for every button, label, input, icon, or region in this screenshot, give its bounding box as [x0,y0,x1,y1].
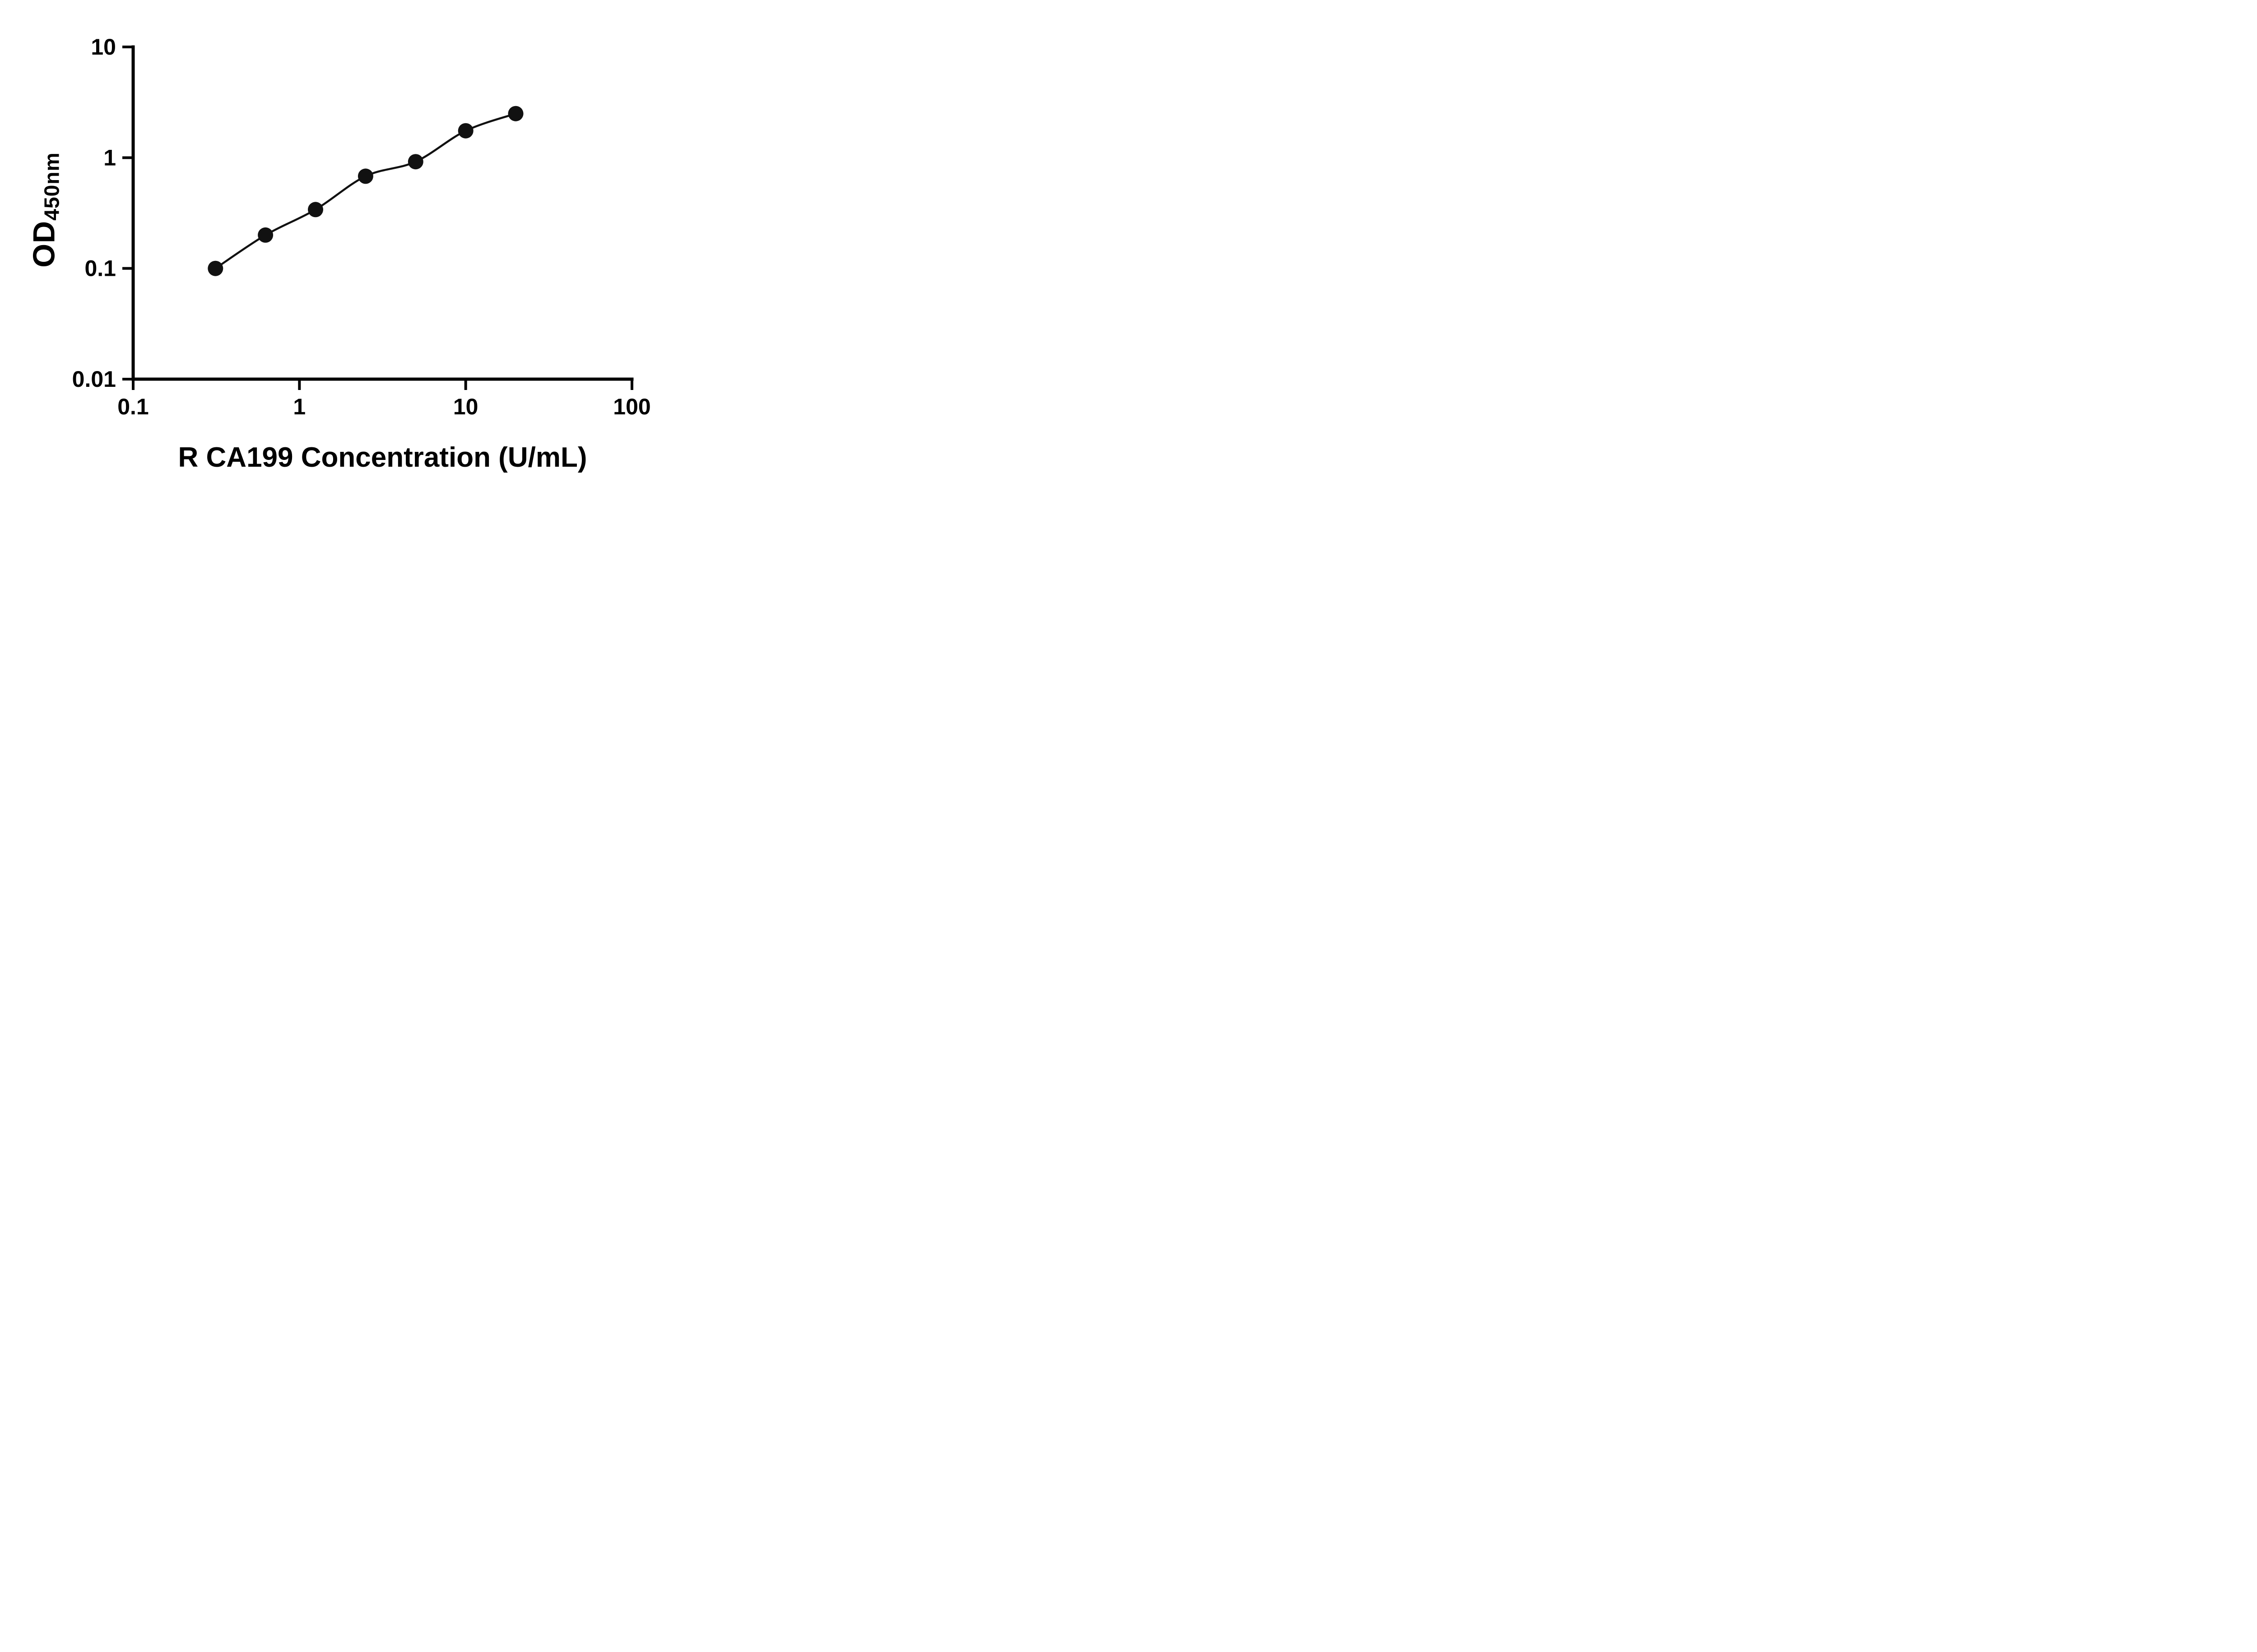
figure: 0.1 1 10 100 0.01 0.1 1 10 OD450nm R CA199 Conc… [0,0,695,496]
y-axis-label-main: OD [27,220,61,268]
data-point-marker [308,202,323,218]
y-tick-label: 10 [91,34,116,60]
data-point-marker [208,260,223,276]
x-tick-label: 1 [293,394,306,419]
data-point-marker [358,168,373,184]
data-point-marker [408,154,423,170]
y-tick-label: 1 [103,145,116,170]
data-point-marker [258,227,274,243]
x-tick-label: 100 [613,394,650,419]
axes-spines [131,45,634,381]
y-tick-label: 0.1 [84,256,116,281]
y-axis-label: OD450nm [26,152,64,268]
data-point-marker [458,123,474,139]
x-tick-label: 10 [453,394,478,419]
y-tick-label: 0.01 [72,367,116,392]
fit-curve [215,112,516,269]
x-tick-label: 0.1 [117,394,149,419]
data-point-marker [508,106,524,121]
y-axis-label-subscript: 450nm [40,152,64,221]
x-axis-label: R CA199 Concentration (U/mL) [178,442,587,473]
